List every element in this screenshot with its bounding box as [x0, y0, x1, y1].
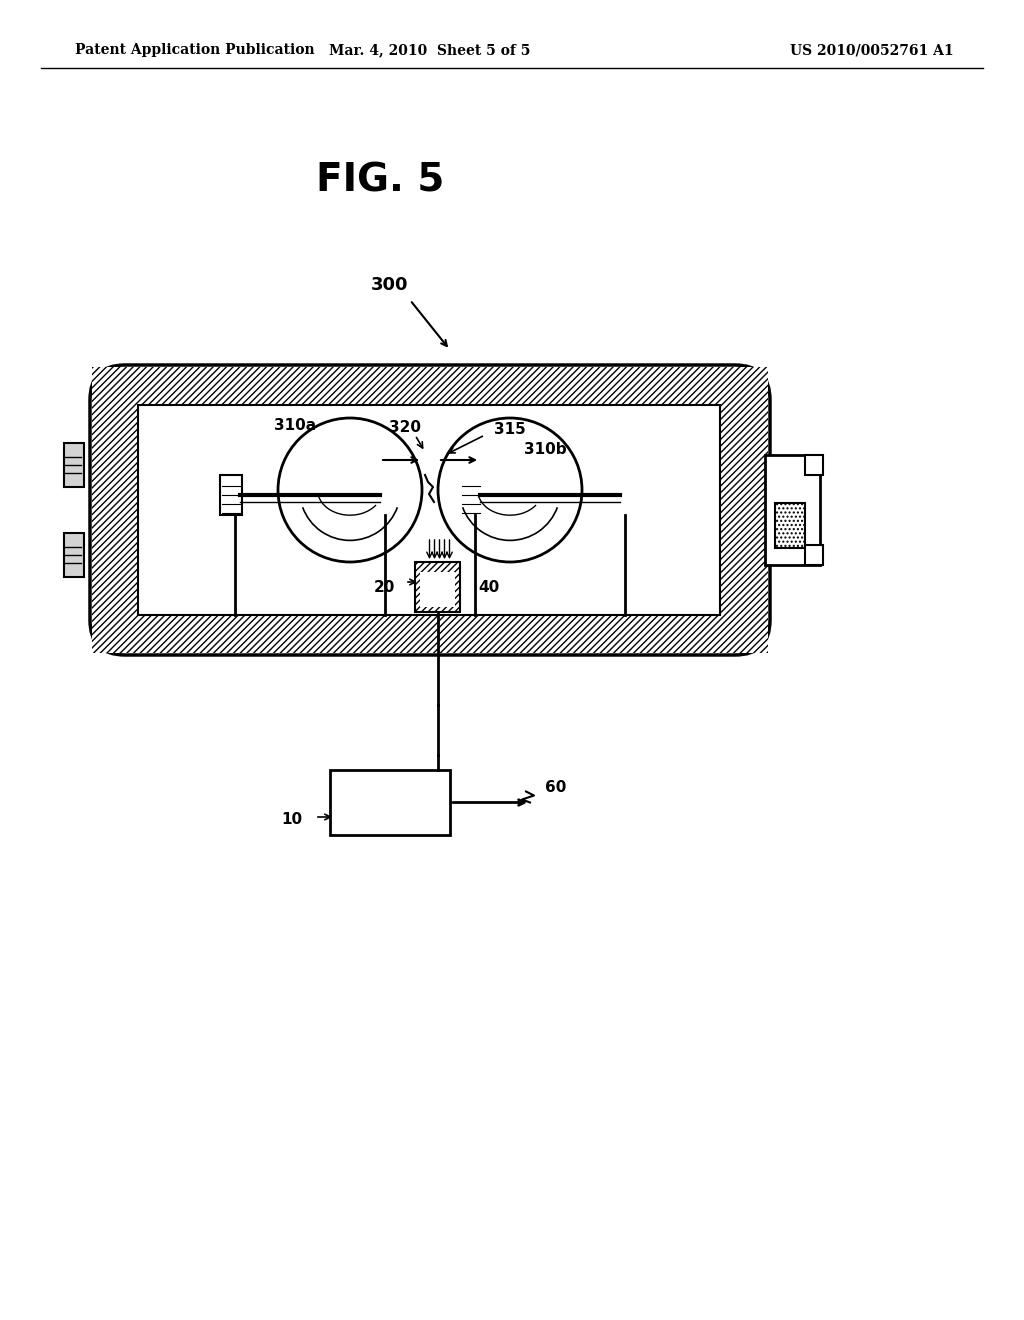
Text: 310a: 310a — [274, 417, 316, 433]
Bar — [92, 615, 768, 653]
Bar — [805, 455, 823, 475]
Text: Patent Application Publication: Patent Application Publication — [75, 44, 314, 57]
Text: 10: 10 — [281, 813, 302, 828]
Text: 40: 40 — [478, 579, 500, 594]
Text: US 2010/0052761 A1: US 2010/0052761 A1 — [790, 44, 953, 57]
Text: 320: 320 — [389, 421, 421, 436]
Text: 315: 315 — [495, 422, 526, 437]
Bar — [138, 405, 720, 615]
Bar — [420, 572, 455, 607]
Bar — [92, 405, 140, 615]
Bar — [765, 455, 820, 565]
Text: Mar. 4, 2010  Sheet 5 of 5: Mar. 4, 2010 Sheet 5 of 5 — [330, 44, 530, 57]
Bar — [775, 503, 805, 548]
Text: 60: 60 — [545, 780, 566, 795]
Circle shape — [278, 418, 422, 562]
Bar — [330, 770, 450, 836]
Bar — [415, 562, 460, 612]
Bar — [720, 405, 768, 615]
Bar — [92, 367, 768, 408]
Bar — [63, 533, 84, 577]
Text: 20: 20 — [374, 579, 395, 594]
Circle shape — [438, 418, 582, 562]
Text: FIG. 5: FIG. 5 — [315, 161, 444, 199]
Bar — [460, 475, 482, 515]
Text: 300: 300 — [372, 276, 409, 294]
Bar — [63, 444, 84, 487]
FancyBboxPatch shape — [90, 366, 770, 655]
Bar — [805, 545, 823, 565]
Bar — [220, 475, 242, 515]
Text: 310b: 310b — [523, 442, 566, 458]
